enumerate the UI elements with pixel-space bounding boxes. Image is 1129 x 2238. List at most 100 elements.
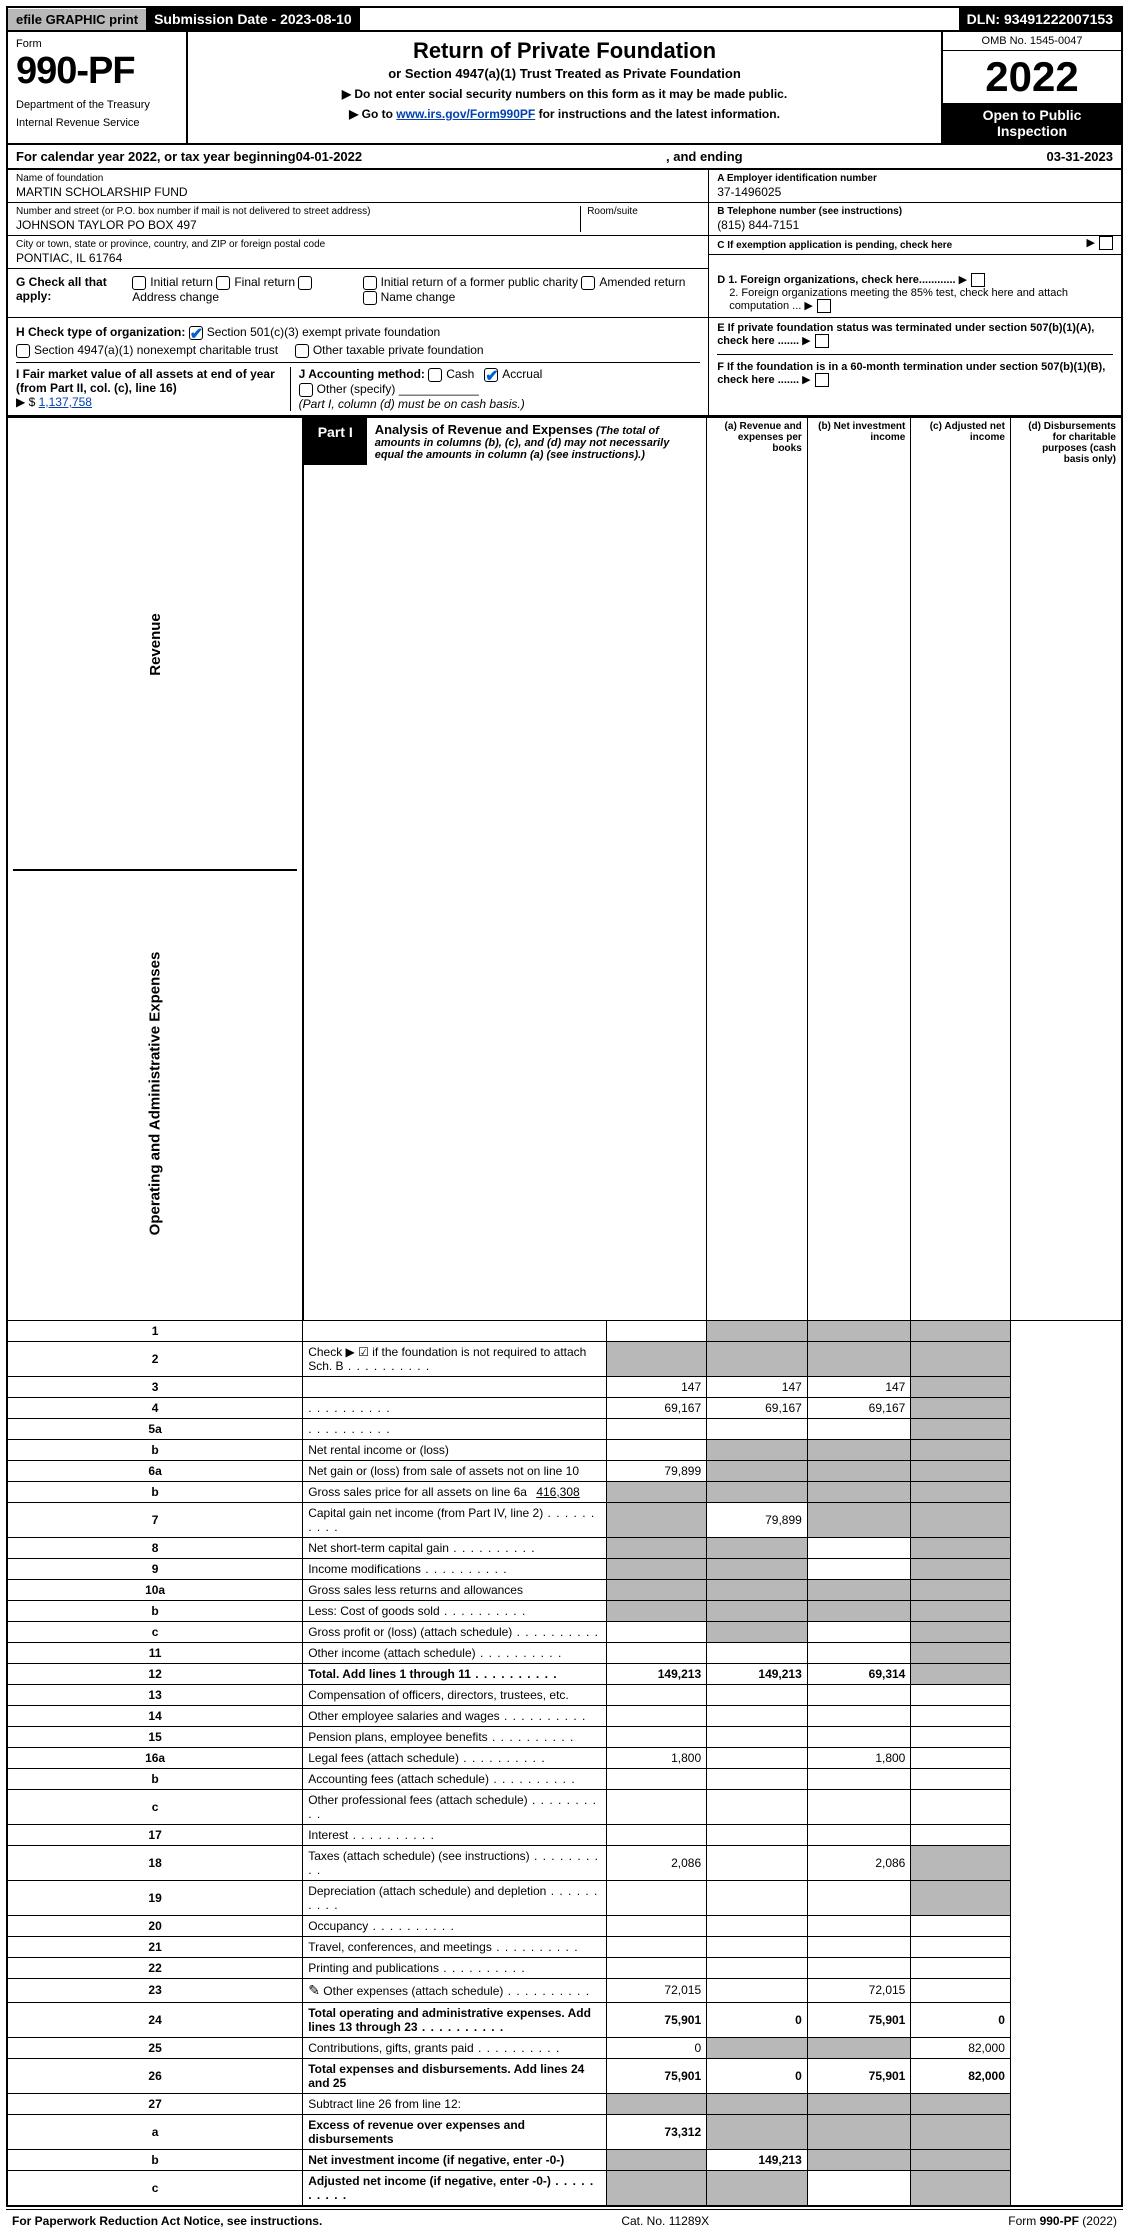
cell-value xyxy=(911,1579,1011,1600)
fmv-value[interactable]: 1,137,758 xyxy=(39,395,92,409)
line-description: Pension plans, employee benefits xyxy=(303,1726,607,1747)
line-number: c xyxy=(7,1621,303,1642)
line-number: 4 xyxy=(7,1397,303,1418)
g-opt-initial-public[interactable]: Initial return of a former public charit… xyxy=(363,275,578,289)
c-checkbox[interactable]: ▶ xyxy=(1087,236,1113,250)
g-opt-final[interactable]: Final return xyxy=(216,275,295,289)
line-description: Printing and publications xyxy=(303,1957,607,1978)
j-label: J Accounting method: xyxy=(299,367,425,381)
cell-value xyxy=(607,1726,707,1747)
d2-checkbox[interactable] xyxy=(817,299,831,313)
table-row: cAdjusted net income (if negative, enter… xyxy=(7,2170,1122,2206)
line-description: Gross profit or (loss) (attach schedule) xyxy=(303,1621,607,1642)
cell-value xyxy=(707,1915,808,1936)
cell-value xyxy=(807,1705,911,1726)
line-description: Net gain or (loss) from sale of assets n… xyxy=(303,1460,607,1481)
cell-value xyxy=(911,1705,1011,1726)
j-other-check[interactable] xyxy=(299,383,313,397)
table-row: bAccounting fees (attach schedule) xyxy=(7,1768,1122,1789)
cell-value xyxy=(607,1558,707,1579)
cell-value xyxy=(607,1502,707,1537)
address-cell: Number and street (or P.O. box number if… xyxy=(8,203,708,236)
j-cash-check[interactable] xyxy=(428,368,442,382)
cell-value xyxy=(707,1684,808,1705)
cell-value xyxy=(607,1880,707,1915)
city-label: City or town, state or province, country… xyxy=(16,239,700,250)
d2-row: 2. Foreign organizations meeting the 85%… xyxy=(717,287,1113,313)
addr-label: Number and street (or P.O. box number if… xyxy=(16,206,580,217)
c-cell: C If exemption application is pending, c… xyxy=(709,236,1121,255)
line-description: Net investment income (if negative, ente… xyxy=(303,2149,607,2170)
name-value: MARTIN SCHOLARSHIP FUND xyxy=(16,185,700,199)
f-checkbox[interactable] xyxy=(815,373,829,387)
line-number: 1 xyxy=(7,1320,303,1341)
calyear-end: 03-31-2023 xyxy=(1047,149,1114,164)
cell-value: 69,167 xyxy=(807,1397,911,1418)
h-opt1-check[interactable] xyxy=(189,326,203,340)
dln: DLN: 93491222007153 xyxy=(959,8,1121,30)
irs-link[interactable]: www.irs.gov/Form990PF xyxy=(396,107,535,121)
ein-label: A Employer identification number xyxy=(717,173,1113,184)
table-row: bNet investment income (if negative, ent… xyxy=(7,2149,1122,2170)
j-accrual-check[interactable] xyxy=(484,368,498,382)
line-number: 21 xyxy=(7,1936,303,1957)
cell-value xyxy=(911,2093,1011,2114)
j-other: Other (specify) xyxy=(317,382,396,396)
line-number: b xyxy=(7,1768,303,1789)
footer-left: For Paperwork Reduction Act Notice, see … xyxy=(12,2214,322,2228)
table-row: 469,16769,16769,167 xyxy=(7,1397,1122,1418)
line-number: b xyxy=(7,1439,303,1460)
cell-value xyxy=(807,1880,911,1915)
cell-value: 149,213 xyxy=(607,1663,707,1684)
line-description: Other employee salaries and wages xyxy=(303,1705,607,1726)
cell-value xyxy=(607,2093,707,2114)
part1-grid: RevenueOperating and Administrative Expe… xyxy=(6,417,1123,2207)
d1-checkbox[interactable] xyxy=(971,273,985,287)
efile-label[interactable]: efile GRAPHIC print xyxy=(8,9,146,30)
cell-value xyxy=(607,1768,707,1789)
cell-value xyxy=(807,1789,911,1824)
line-description: Other expenses (attach schedule) xyxy=(303,1978,607,2002)
h-opt3-check[interactable] xyxy=(295,344,309,358)
pencil-icon[interactable] xyxy=(308,1984,320,1998)
cell-value xyxy=(707,1957,808,1978)
line-number: c xyxy=(7,1789,303,1824)
line-description: Adjusted net income (if negative, enter … xyxy=(303,2170,607,2206)
col-a-header: (a) Revenue and expenses per books xyxy=(707,417,808,1320)
line-description: Taxes (attach schedule) (see instruction… xyxy=(303,1845,607,1880)
g-opt-1: Final return xyxy=(234,275,295,289)
h-opt2-check[interactable] xyxy=(16,344,30,358)
g-opt-amended[interactable]: Amended return xyxy=(581,275,685,289)
table-row: 24Total operating and administrative exp… xyxy=(7,2002,1122,2037)
calyear-prefix: For calendar year 2022, or tax year begi… xyxy=(16,149,296,164)
i-row: I Fair market value of all assets at end… xyxy=(16,367,290,411)
line-number: 12 xyxy=(7,1663,303,1684)
e-checkbox[interactable] xyxy=(815,334,829,348)
header-right: OMB No. 1545-0047 2022 Open to Public In… xyxy=(941,32,1121,143)
f-row: F If the foundation is in a 60-month ter… xyxy=(717,361,1113,387)
line-number: 2 xyxy=(7,1341,303,1376)
cell-value xyxy=(707,1978,808,2002)
line-number: b xyxy=(7,2149,303,2170)
cell-value xyxy=(807,1824,911,1845)
line-description: Net short-term capital gain xyxy=(303,1537,607,1558)
cell-value xyxy=(707,2093,808,2114)
j-accrual: Accrual xyxy=(502,367,542,381)
cell-value: 79,899 xyxy=(707,1502,808,1537)
cell-value xyxy=(911,2149,1011,2170)
cell-value xyxy=(807,1915,911,1936)
j-note: (Part I, column (d) must be on cash basi… xyxy=(299,397,525,411)
g-opt-name[interactable]: Name change xyxy=(363,290,456,304)
calyear-begin: 04-01-2022 xyxy=(296,149,363,164)
line-number: c xyxy=(7,2170,303,2206)
cell-value xyxy=(707,1789,808,1824)
cell-value xyxy=(607,1537,707,1558)
cell-value xyxy=(707,1460,808,1481)
cell-value xyxy=(807,1537,911,1558)
line-description: Other income (attach schedule) xyxy=(303,1642,607,1663)
line-number: 15 xyxy=(7,1726,303,1747)
g-opt-initial[interactable]: Initial return xyxy=(132,275,213,289)
cell-value xyxy=(607,1341,707,1376)
g-section: G Check all that apply: Initial return F… xyxy=(16,275,700,305)
cell-value: 82,000 xyxy=(911,2037,1011,2058)
